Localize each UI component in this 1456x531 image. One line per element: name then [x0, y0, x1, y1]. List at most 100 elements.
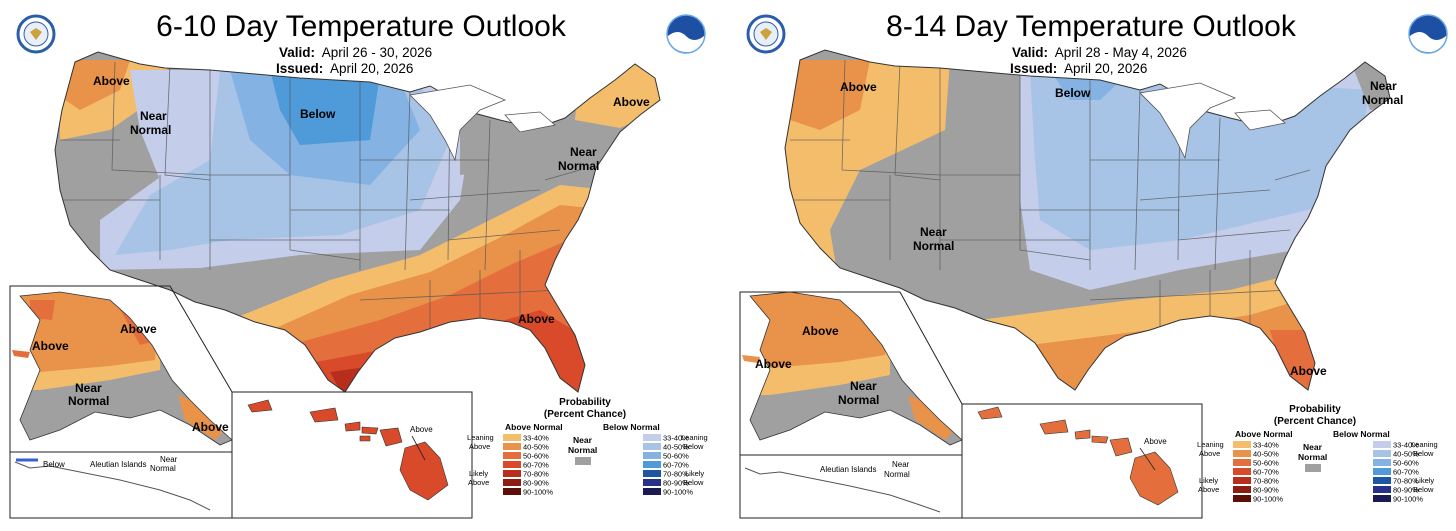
- legend-range-below: 60-70%: [1393, 468, 1419, 477]
- label-ak-near-s1: Near: [160, 455, 178, 464]
- label-ak-near-s2: Normal: [150, 464, 176, 473]
- legend-range-above: 60-70%: [523, 461, 549, 470]
- legend-range-below: 80-90%: [663, 479, 689, 488]
- label-near-ne-2: Normal: [1362, 93, 1403, 107]
- label-below-north: Below: [300, 107, 336, 121]
- legend-range-below: 50-60%: [1393, 459, 1419, 468]
- legend-range-below: 33-40%: [663, 434, 689, 443]
- issued-row: Issued: April 20, 2026: [276, 61, 413, 76]
- legend-swatch-above: [1233, 459, 1251, 466]
- legend-range-below: 40-50%: [1393, 450, 1419, 459]
- label-ak-above-w: Above: [32, 339, 69, 353]
- legend-range-below: 90-100%: [663, 488, 693, 497]
- legend-swatch-above: [1233, 495, 1251, 502]
- legend-likely-below-1: Likely: [1415, 476, 1434, 485]
- label-above-nw: Above: [93, 74, 130, 88]
- legend-swatch-below: [1373, 459, 1391, 466]
- label-ak-above-n: Above: [802, 324, 839, 338]
- legend-likely-below-2: Below: [683, 478, 704, 487]
- legend-range-above: 70-80%: [523, 470, 549, 479]
- legend-swatch-above: [503, 452, 521, 459]
- legend-swatch-below: [643, 443, 661, 450]
- legend-range-below: 40-50%: [663, 443, 689, 452]
- legend-range-above: 40-50%: [523, 443, 549, 452]
- label-above-se: Above: [518, 312, 555, 326]
- label-near-ne-1: Near: [1370, 79, 1397, 93]
- label-ak-near-2: Normal: [68, 394, 109, 408]
- legend-swatch-below: [643, 434, 661, 441]
- legend-swatch-below: [1373, 450, 1391, 457]
- legend-near-swatch: [575, 457, 591, 465]
- label-ak-near-1: Near: [75, 381, 102, 395]
- legend-leaning-below-1: Leaning: [1411, 440, 1438, 449]
- legend-swatch-above: [1233, 450, 1251, 457]
- legend-range-below: 50-60%: [663, 452, 689, 461]
- legend-leaning-above-2: Above: [1199, 449, 1220, 458]
- legend-swatch-below: [1373, 468, 1391, 475]
- label-aleutian: Aleutian Islands: [820, 465, 876, 474]
- legend-swatch-above: [1233, 477, 1251, 484]
- legend-swatch-above: [1233, 486, 1251, 493]
- valid-value: April 28 - May 4, 2026: [1054, 45, 1187, 60]
- label-ak-below: Below: [43, 460, 65, 469]
- legend-range-above: 80-90%: [1253, 486, 1279, 495]
- page-title: 8-14 Day Temperature Outlook: [886, 10, 1296, 43]
- label-ak-near-2: Normal: [838, 393, 879, 407]
- legend-swatch-above: [503, 488, 521, 495]
- legend-range-above: 60-70%: [1253, 468, 1279, 477]
- legend-near-2: Normal: [1298, 452, 1327, 462]
- legend-range-above: 50-60%: [1253, 459, 1279, 468]
- label-ak-above-w: Above: [755, 357, 792, 371]
- issued-label: Issued:: [276, 61, 324, 76]
- legend-range-below: 80-90%: [1393, 486, 1419, 495]
- label-near-ne-1: Near: [570, 145, 597, 159]
- legend-leaning-below-1: Leaning: [681, 433, 708, 442]
- legend-swatch-above: [503, 470, 521, 477]
- legend-above-header: Above Normal: [1235, 429, 1293, 439]
- issued-row: Issued: April 20, 2026: [1010, 61, 1147, 76]
- legend-leaning-above-1: Leaning: [1197, 440, 1224, 449]
- legend: Probability (Percent Chance) Above Norma…: [467, 397, 708, 497]
- label-ak-above-n: Above: [120, 322, 157, 336]
- valid-label: Valid:: [1012, 45, 1049, 60]
- legend-likely-below-2: Below: [1413, 485, 1434, 494]
- issued-value: April 20, 2026: [1064, 61, 1148, 76]
- legend-range-below: 70-80%: [663, 470, 689, 479]
- label-below-north: Below: [1055, 86, 1091, 100]
- label-hi-above: Above: [410, 425, 433, 434]
- label-above-nw: Above: [840, 80, 877, 94]
- legend-likely-above-1: Likely: [469, 469, 488, 478]
- label-near-nw-2: Normal: [130, 123, 171, 137]
- legend-swatch-below: [643, 479, 661, 486]
- label-near-c-2: Normal: [913, 239, 954, 253]
- legend-range-above: 80-90%: [523, 479, 549, 488]
- legend-leaning-above-2: Above: [469, 442, 490, 451]
- legend-title-1: Probability: [1289, 404, 1341, 415]
- legend-swatch-above: [503, 461, 521, 468]
- legend-range-below: 90-100%: [1393, 495, 1423, 504]
- legend-likely-above-2: Above: [1198, 485, 1219, 494]
- legend-title-1: Probability: [559, 397, 611, 408]
- valid-row: Valid: April 28 - May 4, 2026: [1012, 45, 1187, 60]
- legend-range-above: 90-100%: [523, 488, 553, 497]
- legend-leaning-below-2: Below: [683, 442, 704, 451]
- legend-swatch-below: [1373, 495, 1391, 502]
- legend-below-header: Below Normal: [603, 422, 660, 432]
- noaa-doc-seal-icon: [16, 14, 56, 54]
- issued-value: April 20, 2026: [330, 61, 414, 76]
- us-map: Above Below Near Normal Near Normal Abov…: [739, 49, 1438, 519]
- label-ak-near-1: Near: [850, 379, 877, 393]
- label-above-fl: Above: [1290, 364, 1327, 378]
- us-map: Above Near Normal Below Above Near Norma…: [9, 51, 708, 519]
- page-title: 6-10 Day Temperature Outlook: [156, 10, 566, 43]
- legend-title-2: (Percent Chance): [1274, 416, 1356, 427]
- label-ak-near-s1: Near: [892, 460, 910, 469]
- legend-swatch-below: [643, 488, 661, 495]
- legend: Probability (Percent Chance) Above Norma…: [1197, 404, 1438, 504]
- legend-near-1: Near: [573, 435, 593, 445]
- legend-swatch-below: [643, 470, 661, 477]
- legend-title-2: (Percent Chance): [544, 409, 626, 420]
- label-hi-above: Above: [1144, 437, 1167, 446]
- legend-range-below: 60-70%: [663, 461, 689, 470]
- legend-swatch-below: [643, 452, 661, 459]
